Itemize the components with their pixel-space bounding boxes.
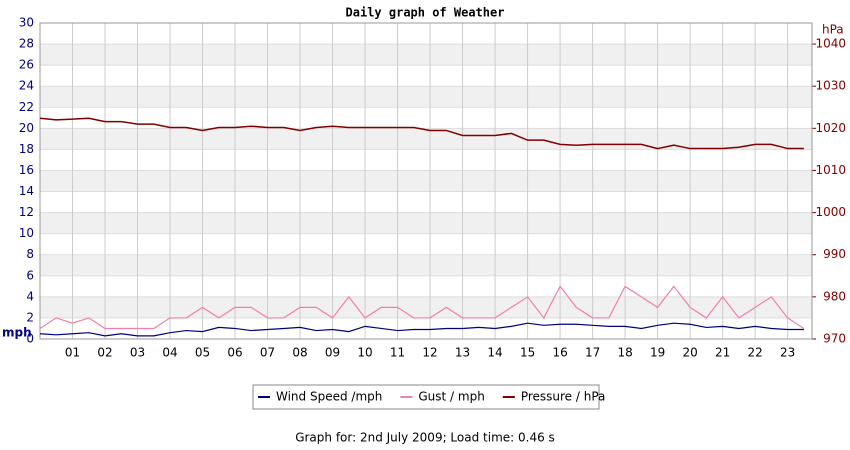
x-tick-label: 20 bbox=[682, 346, 697, 360]
y2-tick-label: 1010 bbox=[815, 163, 846, 177]
y-tick-label: 20 bbox=[19, 121, 34, 135]
legend-label: Wind Speed /mph bbox=[276, 390, 382, 404]
x-tick-label: 08 bbox=[292, 346, 307, 360]
grid-band bbox=[40, 170, 812, 192]
y-tick-label: 4 bbox=[26, 289, 34, 303]
x-tick-label: 21 bbox=[715, 346, 730, 360]
grid-band bbox=[40, 254, 812, 276]
x-tick-label: 02 bbox=[97, 346, 112, 360]
y2-tick-label: 980 bbox=[823, 289, 846, 303]
y-tick-label: 24 bbox=[19, 79, 34, 93]
footer: Graph for: 2nd July 2009; Load time: 0.4… bbox=[295, 431, 555, 445]
y2-axis-label: hPa bbox=[822, 23, 844, 37]
y-tick-label: 0 bbox=[26, 332, 34, 346]
x-tick-label: 11 bbox=[390, 346, 405, 360]
y2-tick-label: 1040 bbox=[815, 37, 846, 51]
x-tick-label: 10 bbox=[357, 346, 372, 360]
x-tick-label: 03 bbox=[130, 346, 145, 360]
plot-frame bbox=[39, 22, 813, 340]
x-tick-label: 19 bbox=[650, 346, 665, 360]
y-tick-label: 28 bbox=[19, 37, 34, 51]
x-tick-label: 06 bbox=[227, 346, 242, 360]
x-tick-label: 17 bbox=[585, 346, 600, 360]
grid-band bbox=[40, 212, 812, 234]
y-tick-label: 6 bbox=[26, 268, 34, 282]
y-tick-label: 30 bbox=[19, 16, 34, 30]
legend-box bbox=[252, 384, 600, 410]
y-tick-label: 14 bbox=[19, 184, 34, 198]
y-tick-label: 16 bbox=[19, 163, 34, 177]
legend-label: Gust / mph bbox=[418, 390, 484, 404]
y-tick-label: 10 bbox=[19, 226, 34, 240]
y2-tick-label: 970 bbox=[823, 332, 846, 346]
x-tick-label: 04 bbox=[162, 346, 177, 360]
series-line bbox=[39, 285, 805, 330]
y2-tick-label: 1000 bbox=[815, 205, 846, 219]
x-tick-label: 12 bbox=[422, 346, 437, 360]
y-tick-label: 22 bbox=[19, 100, 34, 114]
grid-band bbox=[40, 44, 812, 66]
x-tick-label: 15 bbox=[520, 346, 535, 360]
series-line bbox=[39, 322, 804, 337]
grid-band bbox=[40, 296, 812, 318]
x-tick-label: 23 bbox=[780, 346, 795, 360]
x-tick-label: 22 bbox=[747, 346, 762, 360]
x-tick-label: 16 bbox=[552, 346, 567, 360]
y-tick-label: 18 bbox=[19, 142, 34, 156]
chart-title: Daily graph of Weather bbox=[346, 6, 505, 20]
grid-band bbox=[40, 128, 812, 150]
x-tick-label: 18 bbox=[617, 346, 632, 360]
y-axis-label: mph bbox=[2, 326, 32, 340]
legend-label: Pressure / hPa bbox=[521, 390, 606, 404]
x-tick-label: 13 bbox=[455, 346, 470, 360]
series-line bbox=[39, 117, 804, 150]
y-tick-label: 8 bbox=[26, 247, 34, 261]
y-tick-label: 12 bbox=[19, 205, 34, 219]
x-tick-label: 07 bbox=[260, 346, 275, 360]
y-tick-label: 2 bbox=[26, 310, 34, 324]
y2-tick-label: 1020 bbox=[815, 121, 846, 135]
x-tick-label: 14 bbox=[487, 346, 502, 360]
y-tick-label: 26 bbox=[19, 58, 34, 72]
x-tick-label: 09 bbox=[325, 346, 340, 360]
y2-tick-label: 990 bbox=[823, 247, 846, 261]
grid-band bbox=[40, 86, 812, 108]
x-tick-label: 05 bbox=[195, 346, 210, 360]
x-tick-label: 01 bbox=[65, 346, 80, 360]
y2-tick-label: 1030 bbox=[815, 79, 846, 93]
